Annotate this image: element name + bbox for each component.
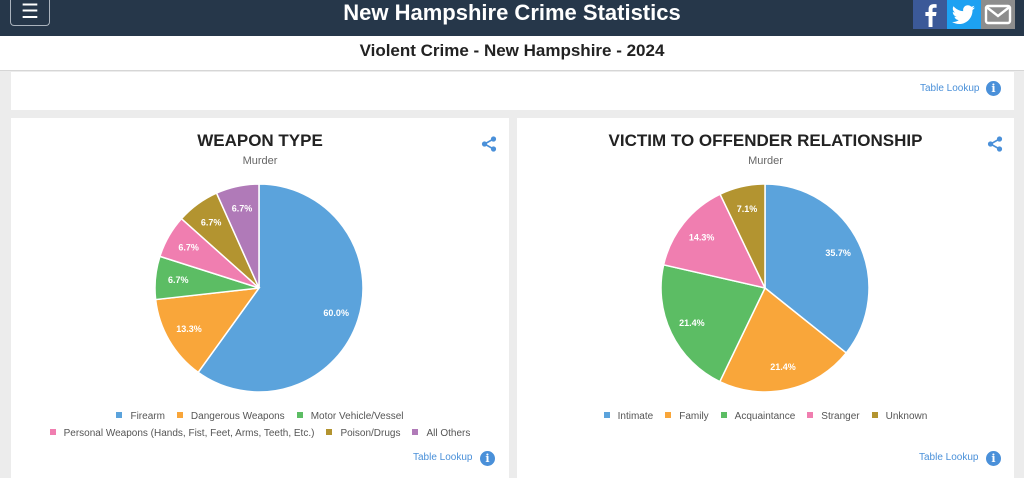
legend-label: Intimate — [617, 411, 654, 422]
slice-data-label: 35.7% — [825, 248, 851, 258]
chart-subtitle: Murder — [242, 155, 278, 167]
slice-data-label: 13.3% — [176, 324, 202, 334]
slice-data-label: 6.7% — [232, 204, 253, 214]
relationship-pie-chart: 35.7% 21.4% 21.4% 14.3% 7.1% — [660, 183, 870, 393]
slice-data-label: 6.7% — [201, 217, 222, 227]
legend-swatch — [176, 412, 183, 418]
email-share-button[interactable] — [981, 0, 1015, 29]
slice-data-label: 60.0% — [323, 308, 349, 318]
pie-slice[interactable] — [764, 183, 870, 355]
legend-item[interactable]: Family — [665, 408, 709, 425]
weapon-type-legend: Firearm Dangerous Weapons Motor Vehicle/Ve… — [21, 408, 499, 442]
slice-data-label: 6.7% — [168, 275, 189, 285]
legend-label: Firearm — [130, 411, 165, 422]
legend-label: Poison/Drugs — [340, 428, 401, 439]
legend-label: Family — [679, 411, 709, 422]
hamburger-icon[interactable]: ☰ — [10, 0, 50, 26]
info-icon[interactable]: i — [480, 451, 495, 466]
legend-label: Acquaintance — [734, 411, 796, 422]
table-lookup-link[interactable]: Table Lookup — [919, 452, 979, 463]
legend-item[interactable]: Poison/Drugs — [326, 425, 400, 442]
legend-swatch — [412, 429, 419, 435]
weapon-type-pie-chart: 60.0% 13.3% 6.7% 6.7% 6.7% 6.7% — [154, 183, 364, 393]
twitter-icon — [951, 5, 975, 25]
legend-swatch — [720, 412, 727, 418]
legend-swatch — [116, 412, 123, 418]
page-subtitle: Violent Crime - New Hampshire - 2024 — [359, 41, 665, 60]
chart-subtitle: Murder — [748, 155, 783, 167]
legend-label: Stranger — [821, 411, 860, 422]
legend-swatch — [49, 429, 56, 435]
legend-item[interactable]: Unknown — [871, 408, 928, 425]
legend-item[interactable]: Motor Vehicle/Vessel — [296, 408, 404, 425]
summary-card: Table Lookup i — [11, 72, 1014, 110]
slice-data-label: 7.1% — [737, 204, 758, 214]
legend-item[interactable]: All Others — [412, 425, 470, 442]
legend-swatch — [665, 412, 672, 418]
slice-data-label: 21.4% — [679, 318, 705, 328]
legend-item[interactable]: Personal Weapons (Hands, Fist, Feet, Arm… — [49, 425, 315, 442]
table-lookup-link[interactable]: Table Lookup — [920, 83, 980, 94]
facebook-share-button[interactable] — [913, 0, 947, 29]
legend-swatch — [871, 412, 878, 418]
legend-label: Personal Weapons (Hands, Fist, Feet, Arm… — [63, 428, 315, 439]
slice-data-label: 21.4% — [770, 362, 796, 372]
table-lookup-link[interactable]: Table Lookup — [413, 452, 473, 463]
app-title: New Hampshire Crime Statistics — [343, 0, 681, 25]
relationship-legend: Intimate Family Acquaintance Stranger Unknow… — [527, 408, 1004, 425]
legend-swatch — [296, 412, 303, 418]
info-icon[interactable]: i — [986, 81, 1001, 96]
legend-item[interactable]: Acquaintance — [720, 408, 796, 425]
facebook-icon — [925, 4, 937, 27]
email-icon — [984, 4, 1012, 25]
pie-slice[interactable] — [662, 193, 767, 290]
legend-label: All Others — [426, 428, 471, 439]
pie-slice[interactable] — [660, 263, 767, 383]
pie-slice[interactable] — [197, 183, 364, 393]
share-icon[interactable] — [481, 136, 497, 152]
pie-slice[interactable] — [154, 287, 261, 374]
share-icon[interactable] — [987, 136, 1003, 152]
legend-label: Motor Vehicle/Vessel — [310, 411, 404, 422]
sub-header: Violent Crime - New Hampshire - 2024 — [0, 36, 1024, 71]
legend-item[interactable]: Stranger — [807, 408, 860, 425]
legend-swatch — [603, 412, 610, 418]
slice-data-label: 14.3% — [689, 232, 715, 242]
legend-swatch — [807, 412, 814, 418]
chart-title: WEAPON TYPE — [197, 131, 323, 150]
relationship-card: VICTIM TO OFFENDER RELATIONSHIP Murder 3… — [517, 118, 1014, 478]
legend-item[interactable]: Intimate — [603, 408, 654, 425]
legend-item[interactable]: Dangerous Weapons — [176, 408, 285, 425]
chart-title: VICTIM TO OFFENDER RELATIONSHIP — [608, 131, 923, 150]
legend-label: Unknown — [885, 411, 928, 422]
twitter-share-button[interactable] — [947, 0, 981, 29]
weapon-type-card: WEAPON TYPE Murder 60.0% 13.3% 6.7% 6.7% 6.7… — [11, 118, 509, 478]
legend-label: Dangerous Weapons — [190, 411, 285, 422]
slice-data-label: 6.7% — [178, 243, 199, 253]
legend-swatch — [326, 429, 333, 435]
info-icon[interactable]: i — [986, 451, 1001, 466]
top-nav-bar: ☰ New Hampshire Crime Statistics — [0, 0, 1024, 36]
pie-slice[interactable] — [718, 286, 848, 393]
pie-slice[interactable] — [719, 183, 766, 289]
legend-item[interactable]: Firearm — [116, 408, 165, 425]
pie-slice[interactable] — [215, 183, 260, 289]
